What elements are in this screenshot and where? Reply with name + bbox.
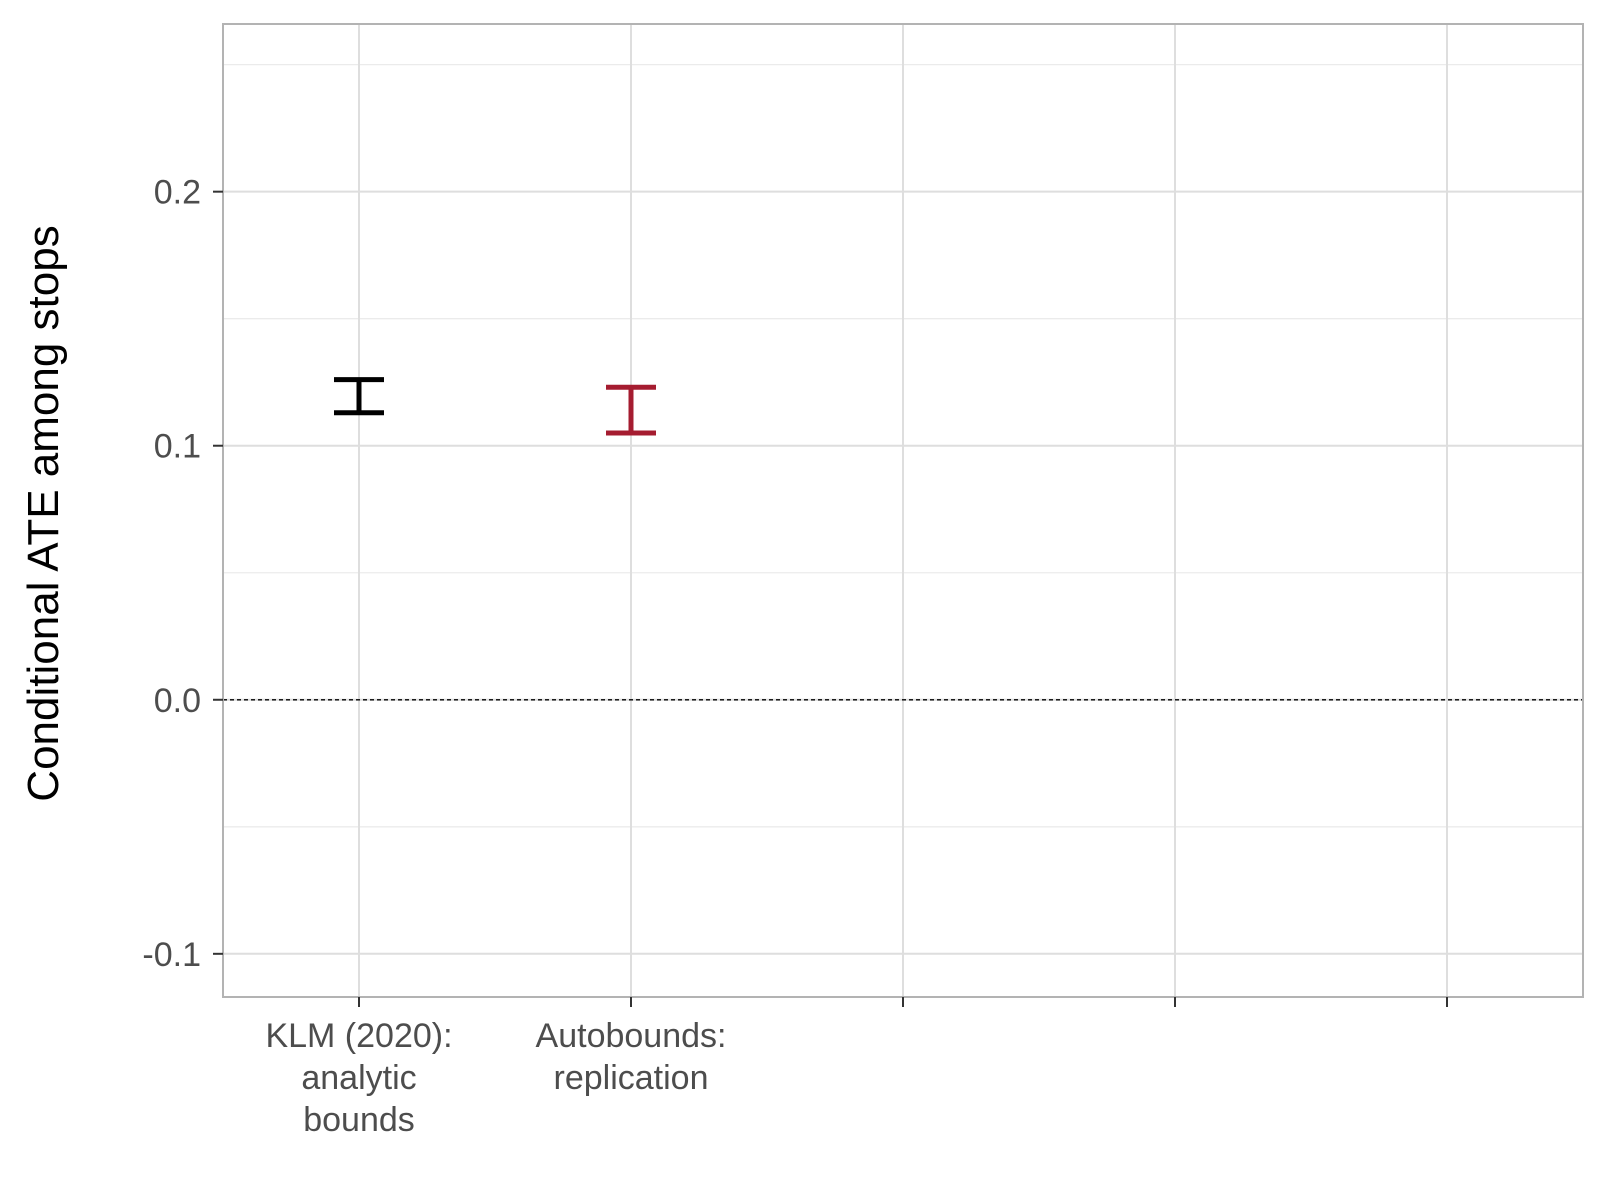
y-tick-labels: -0.1 0.0 0.1 0.2 [142, 174, 201, 974]
axis-ticks [213, 190, 1448, 1007]
x-tick-label-line: bounds [303, 1101, 415, 1139]
error-bars [334, 377, 656, 436]
x-tick-label-line: KLM (2020): [265, 1017, 452, 1055]
error-bar-1 [606, 384, 656, 436]
x-tick-label: KLM (2020): analytic bounds [265, 1017, 452, 1139]
x-tick-label-line: Autobounds: [536, 1017, 727, 1055]
y-tick-label: 0.0 [154, 682, 201, 720]
x-tick-labels: KLM (2020): analytic bounds Autobounds: repl… [265, 1017, 726, 1139]
y-tick-label: -0.1 [142, 936, 201, 974]
x-tick-label-line: replication [554, 1059, 709, 1097]
y-tick-label: 0.2 [154, 174, 201, 212]
y-tick-label: 0.1 [154, 428, 201, 466]
y-axis-title: Conditional ATE among stops [19, 225, 68, 801]
x-tick-label-line: analytic [301, 1059, 416, 1097]
x-tick-label: Autobounds: replication [536, 1017, 727, 1097]
error-bar-0 [334, 377, 384, 416]
